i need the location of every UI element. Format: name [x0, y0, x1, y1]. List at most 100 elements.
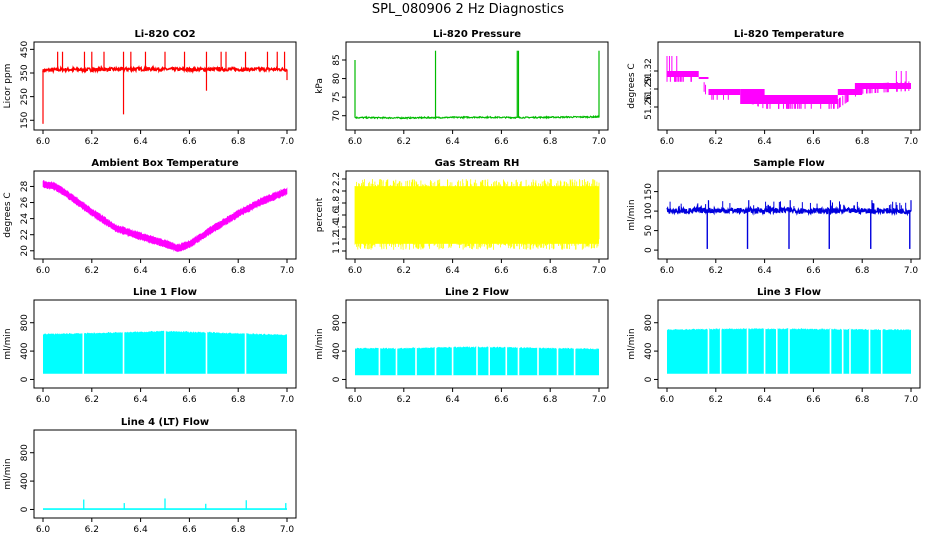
y-tick-label: 150	[644, 183, 654, 200]
y-tick-label: 51.26	[644, 94, 654, 120]
plot-panel-7: Line 1 Flow ml/min 6.0 6.2 6.4 6.6 6.8 7.0 0 400 8…	[3, 287, 297, 405]
x-tick-label: 7.0	[592, 395, 607, 405]
x-tick-label: 6.4	[133, 395, 148, 405]
x-tick-label: 6.2	[709, 395, 723, 405]
x-tick-label: 6.8	[855, 395, 870, 405]
x-tick-label: 6.0	[36, 266, 51, 276]
x-tick-label: 6.0	[660, 137, 675, 147]
x-tick-label: 6.0	[36, 395, 51, 405]
y-axis-label: ml/min	[627, 199, 637, 230]
y-tick-label: 1	[332, 248, 342, 254]
y-axis-label: percent	[315, 197, 325, 232]
y-axis-label: ml/min	[627, 328, 637, 359]
y-tick-label: 75	[332, 91, 342, 102]
x-tick-label: 6.2	[85, 525, 99, 535]
y-tick-label: 1.8	[332, 196, 342, 211]
data-band	[698, 77, 709, 79]
y-tick-label: 800	[332, 314, 342, 331]
data-band	[854, 83, 911, 89]
x-tick-label: 6.0	[348, 395, 363, 405]
y-tick-label: 50	[644, 225, 654, 237]
x-tick-label: 6.8	[231, 266, 246, 276]
y-tick-label: 400	[20, 472, 30, 489]
x-tick-label: 6.2	[85, 395, 99, 405]
y-tick-label: 800	[20, 314, 30, 331]
x-tick-label: 7.0	[592, 266, 607, 276]
x-tick-label: 6.2	[85, 266, 99, 276]
x-tick-label: 6.0	[348, 137, 363, 147]
x-tick-label: 6.4	[445, 395, 460, 405]
x-tick-label: 6.8	[543, 137, 558, 147]
x-tick-label: 6.2	[397, 137, 411, 147]
plot-frame	[657, 41, 921, 131]
plot-title: Li-820 Pressure	[433, 29, 521, 40]
x-tick-label: 6.6	[806, 266, 821, 276]
x-tick-label: 7.0	[280, 395, 295, 405]
data-series-band	[42, 180, 288, 253]
plot-frame	[345, 41, 609, 131]
x-tick-label: 7.0	[280, 525, 295, 535]
y-tick-label: 100	[644, 202, 654, 219]
x-tick-label: 6.0	[36, 525, 51, 535]
y-tick-label: 800	[644, 314, 654, 331]
x-tick-label: 6.2	[397, 395, 411, 405]
y-tick-label: 70	[332, 110, 342, 122]
plot-panel-4: Ambient Box Temperature degrees C 6.0 6.2 6.…	[3, 158, 297, 276]
y-tick-label: 0	[644, 247, 654, 253]
x-tick-label: 7.0	[592, 137, 607, 147]
plot-title: Sample Flow	[753, 158, 825, 169]
x-tick-label: 6.8	[231, 525, 246, 535]
y-tick-label: 450	[20, 41, 30, 58]
plot-frame	[33, 41, 297, 131]
x-tick-label: 6.6	[182, 266, 197, 276]
data-series-line	[354, 179, 600, 250]
y-tick-label: 800	[20, 444, 30, 461]
x-tick-label: 6.2	[397, 266, 411, 276]
plot-panel-8: Line 2 Flow ml/min 6.0 6.2 6.4 6.6 6.8 7.0 0 400 8…	[315, 287, 609, 405]
plot-title: Line 1 Flow	[133, 287, 197, 298]
y-tick-label: 350	[20, 64, 30, 81]
y-tick-label: 400	[20, 342, 30, 359]
x-tick-label: 6.6	[494, 395, 509, 405]
plot-panel-10: Line 4 (LT) Flow ml/min 6.0 6.2 6.4 6.6 6.8 7.0…	[3, 417, 297, 535]
x-tick-label: 7.0	[904, 395, 919, 405]
y-tick-label: 0	[332, 376, 342, 382]
data-band	[837, 89, 863, 95]
plot-frame	[657, 170, 921, 260]
plot-frame	[33, 299, 297, 389]
x-tick-label: 6.6	[182, 395, 197, 405]
plot-title: Line 4 (LT) Flow	[121, 417, 209, 428]
y-tick-label: 51.29	[644, 76, 654, 102]
data-series-line	[354, 114, 600, 120]
plot-frame	[657, 299, 921, 389]
data-band	[708, 89, 741, 95]
plot-panel-1: Li-820 CO2 Licor ppm 6.0 6.2 6.4 6.6 6.8 7.0 150…	[3, 29, 297, 147]
x-tick-label: 6.4	[133, 137, 148, 147]
x-tick-label: 6.6	[494, 137, 509, 147]
plot-title: Li-820 CO2	[134, 29, 195, 40]
x-tick-label: 6.8	[543, 266, 558, 276]
plot-title: Ambient Box Temperature	[91, 158, 238, 169]
y-axis-label: ml/min	[3, 328, 13, 359]
x-tick-label: 6.8	[855, 137, 870, 147]
y-tick-label: 250	[20, 88, 30, 105]
plot-frame	[345, 299, 609, 389]
y-tick-label: 26	[20, 197, 30, 209]
plot-title: Gas Stream RH	[435, 158, 520, 169]
y-tick-label: 400	[332, 342, 342, 359]
x-tick-label: 6.4	[757, 137, 772, 147]
y-tick-label: 2	[332, 188, 342, 194]
y-tick-label: 1.2	[332, 232, 342, 246]
plot-panel-2: Li-820 Pressure kPa 6.0 6.2 6.4 6.6 6.8 7.0 70 75…	[315, 29, 609, 147]
x-tick-label: 6.4	[133, 266, 148, 276]
y-tick-label: 51.32	[644, 58, 654, 84]
x-tick-label: 6.4	[133, 525, 148, 535]
plot-panel-9: Line 3 Flow ml/min 6.0 6.2 6.4 6.6 6.8 7.0 0 400 8…	[627, 287, 921, 405]
x-tick-label: 6.0	[36, 137, 51, 147]
y-tick-label: 0	[20, 376, 30, 382]
y-tick-label: 150	[20, 111, 30, 128]
plot-frame	[33, 170, 297, 260]
y-tick-label: 80	[332, 73, 342, 85]
x-tick-label: 7.0	[904, 137, 919, 147]
x-tick-label: 7.0	[280, 266, 295, 276]
